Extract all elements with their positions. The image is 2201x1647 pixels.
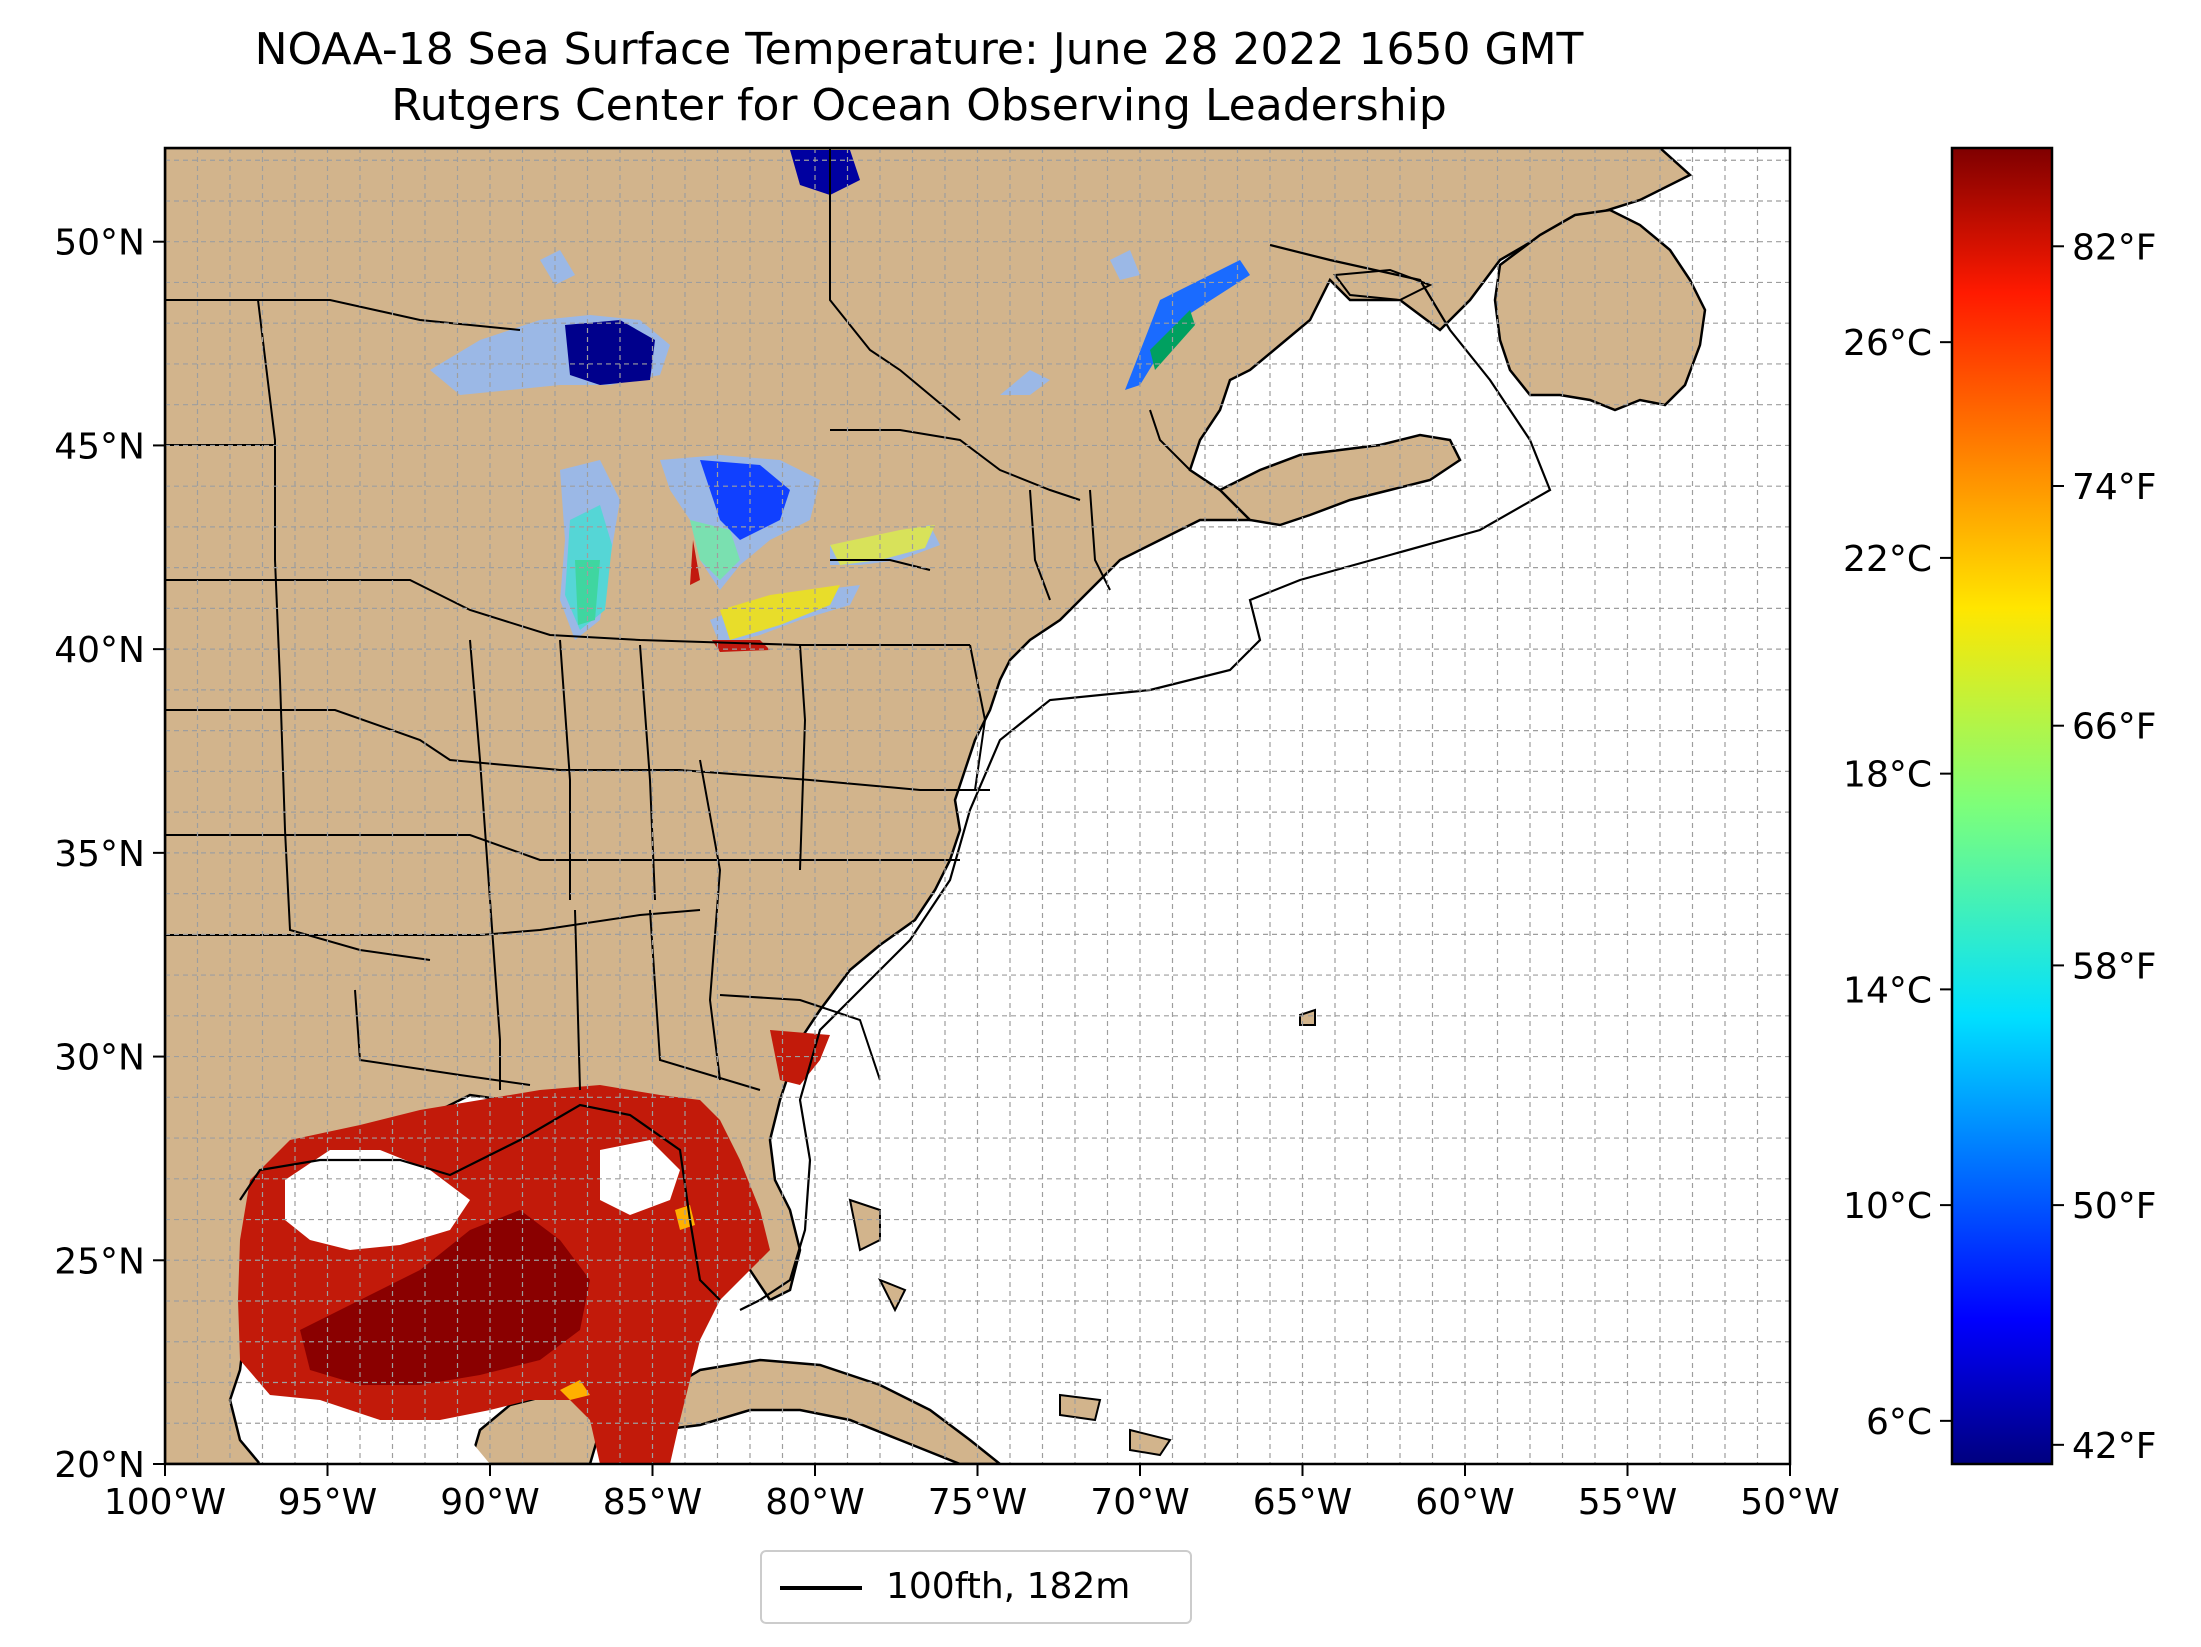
colorbar (1950, 146, 2054, 1466)
celsius-tick-label: 22°C (1843, 539, 1932, 580)
celsius-tick-label: 18°C (1843, 755, 1932, 796)
legend-label: 100fth, 182m (886, 1566, 1131, 1607)
fahrenheit-tick-label: 58°F (2072, 946, 2157, 987)
fahrenheit-tick-label: 82°F (2072, 227, 2157, 268)
lon-tick-label: 50°W (1740, 1482, 1839, 1523)
celsius-tick-label: 14°C (1843, 970, 1932, 1011)
fahrenheit-tick-label: 66°F (2072, 707, 2157, 748)
lon-tick-label: 65°W (1253, 1482, 1352, 1523)
land-newfoundland (1493, 208, 1707, 412)
gridlines (165, 148, 1790, 1464)
map-subtitle: Rutgers Center for Ocean Observing Leade… (391, 80, 1447, 131)
longitude-axis: 100°W 95°W 90°W 85°W 80°W 75°W 70°W 65°W 60°W 55°… (104, 1464, 1840, 1523)
lat-tick-label: 45°N (54, 426, 145, 467)
lat-tick-label: 50°N (54, 223, 145, 264)
lon-tick-label: 75°W (928, 1482, 1027, 1523)
lon-tick-label: 80°W (765, 1482, 864, 1523)
map-panel (165, 148, 1790, 1464)
fahrenheit-tick-label: 42°F (2072, 1426, 2157, 1467)
colorbar-fahrenheit-axis: 42°F 50°F 58°F 66°F 74°F 82°F (2052, 227, 2157, 1467)
lat-tick-label: 20°N (54, 1445, 145, 1486)
lat-tick-label: 40°N (54, 630, 145, 671)
celsius-tick-label: 26°C (1843, 323, 1932, 364)
lat-tick-label: 35°N (54, 834, 145, 875)
latitude-axis: 20°N 25°N 30°N 35°N 40°N 45°N 50°N (54, 223, 165, 1486)
lat-tick-label: 25°N (54, 1241, 145, 1282)
colorbar-celsius-axis: 6°C 10°C 14°C 18°C 22°C 26°C (1843, 323, 1952, 1443)
celsius-tick-label: 6°C (1866, 1402, 1932, 1443)
lon-tick-label: 95°W (278, 1482, 377, 1523)
lon-tick-label: 85°W (603, 1482, 702, 1523)
map-legend: 100fth, 182m (760, 1550, 1192, 1624)
sst-lakes (565, 150, 1250, 652)
lon-tick-label: 70°W (1090, 1482, 1189, 1523)
lon-tick-label: 60°W (1415, 1482, 1514, 1523)
legend-line-swatch (780, 1586, 862, 1590)
lon-tick-label: 90°W (440, 1482, 539, 1523)
lon-tick-label: 55°W (1578, 1482, 1677, 1523)
lat-tick-label: 30°N (54, 1038, 145, 1079)
fahrenheit-tick-label: 74°F (2072, 467, 2157, 508)
fahrenheit-tick-label: 50°F (2072, 1186, 2157, 1227)
map-title: NOAA-18 Sea Surface Temperature: June 28… (254, 24, 1584, 75)
lon-tick-label: 100°W (104, 1482, 226, 1523)
celsius-tick-label: 10°C (1843, 1186, 1932, 1227)
